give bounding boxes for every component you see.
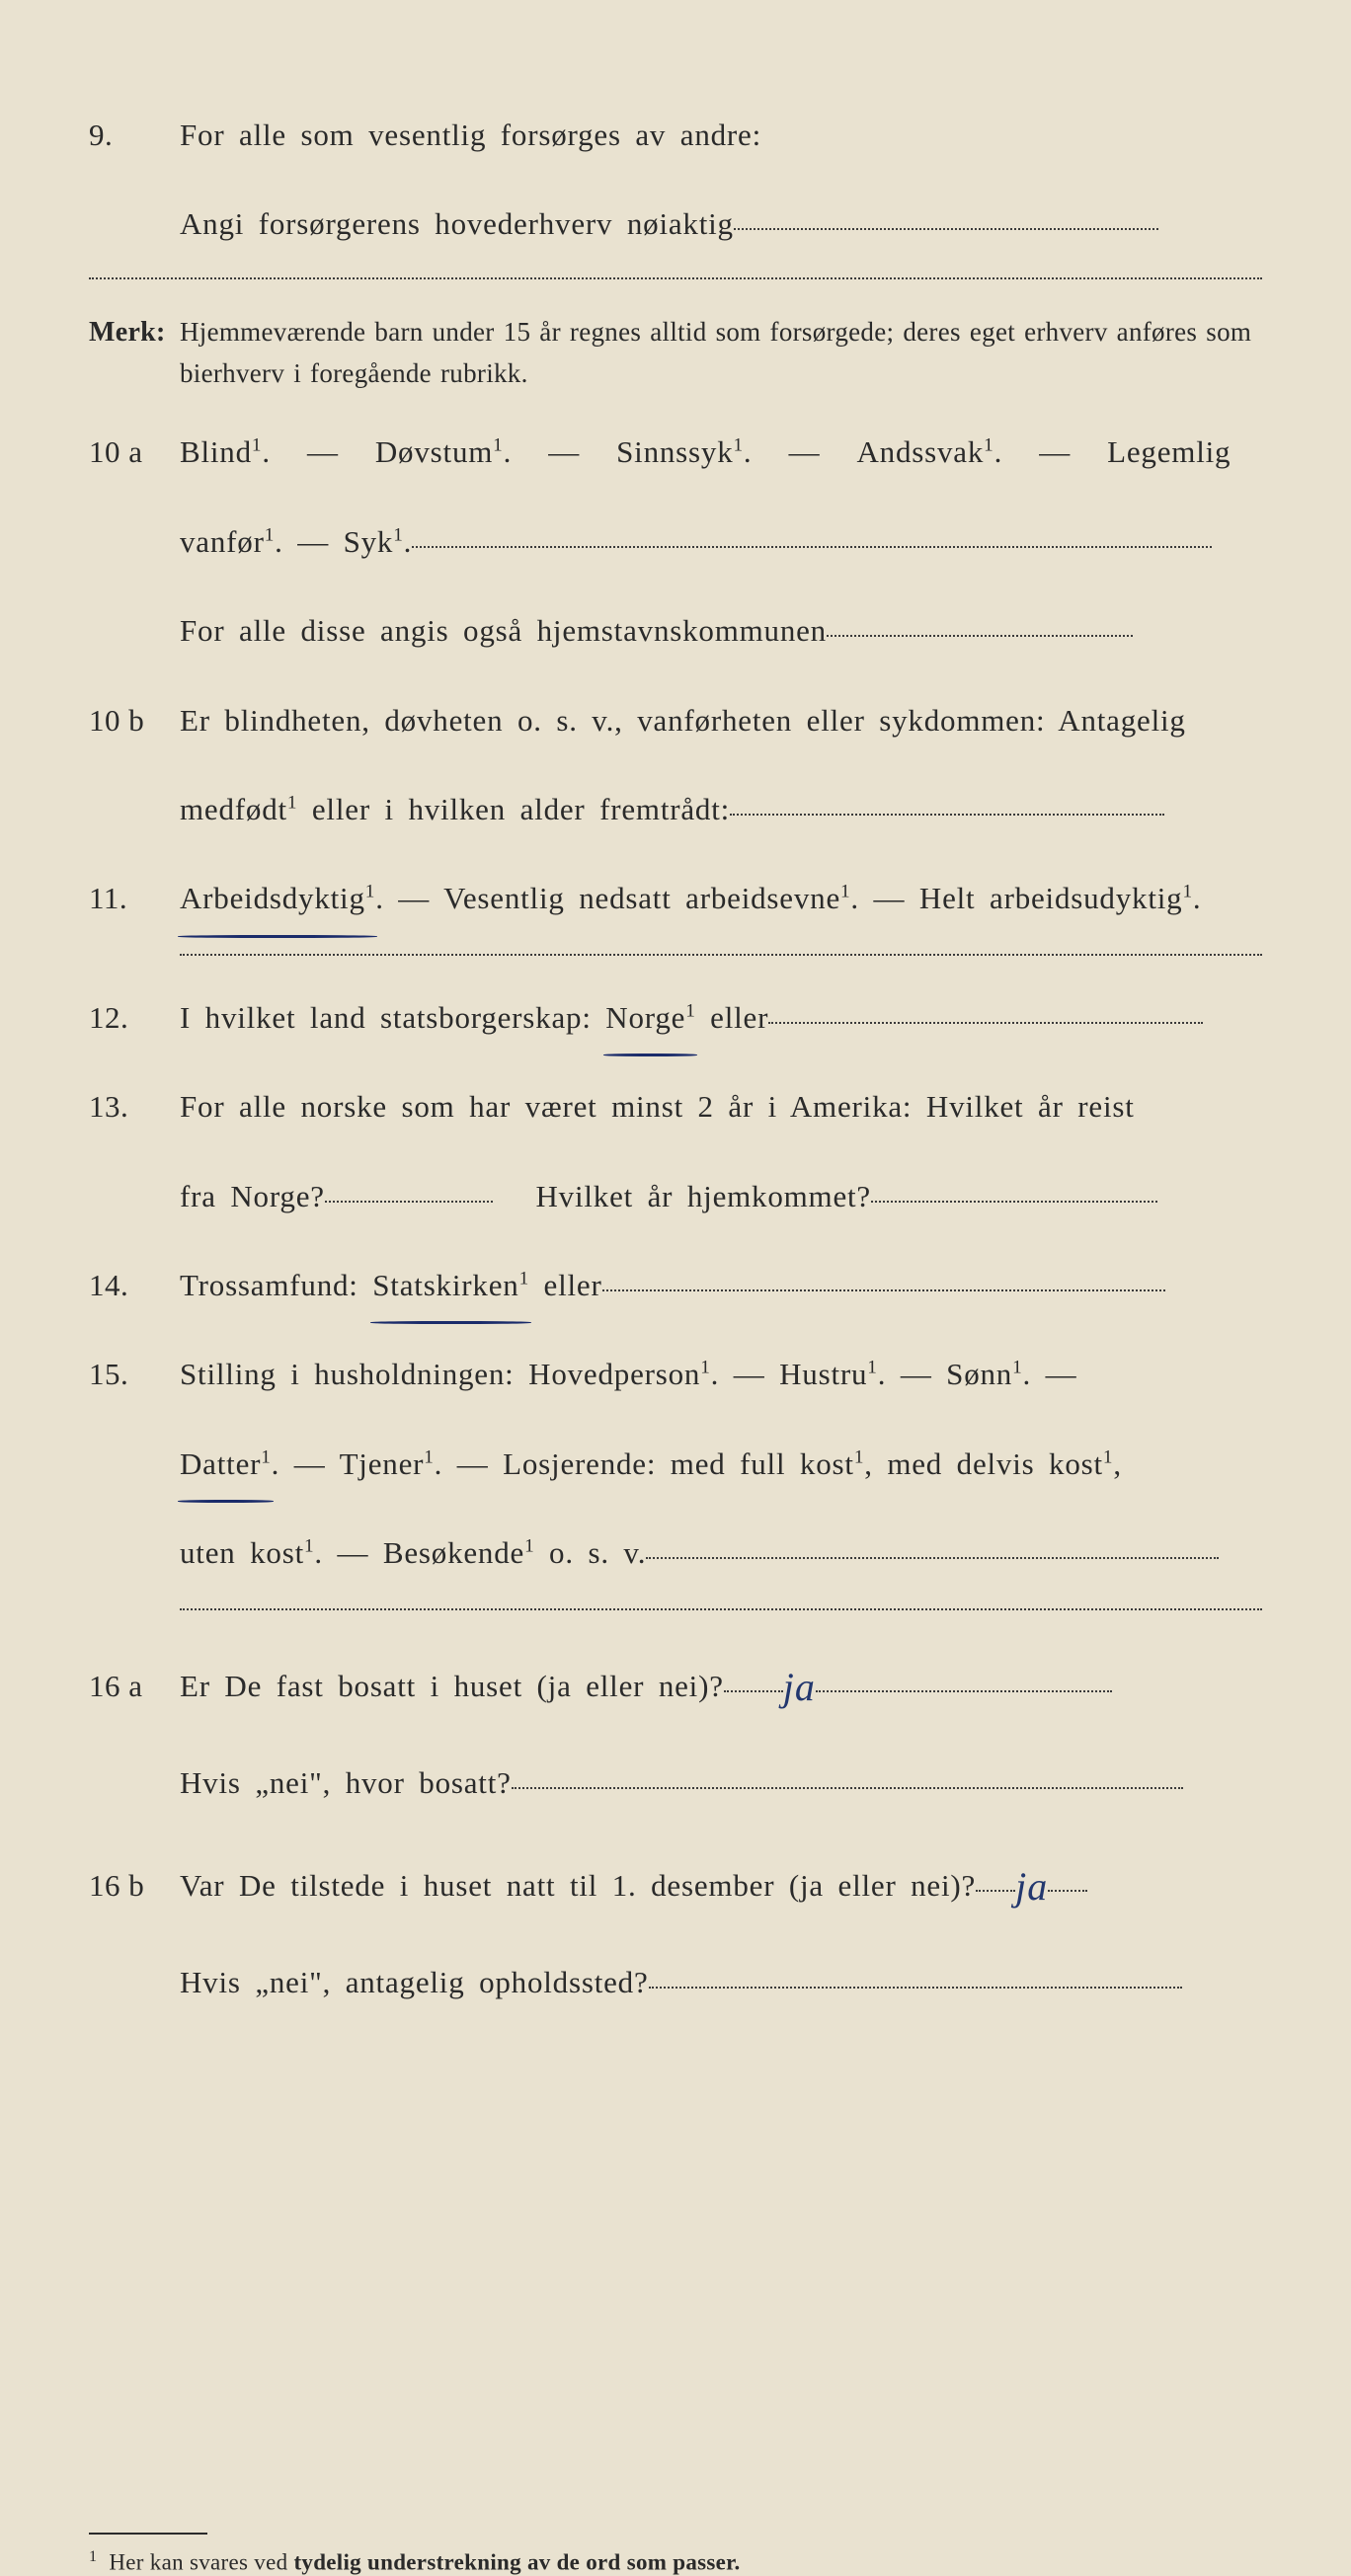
q9-line1: For alle som vesentlig forsørges av andr… — [180, 99, 1262, 172]
opt-legemlig-part1: Legemlig — [1107, 434, 1231, 469]
fill-line[interactable] — [734, 228, 1158, 230]
q16b-line2: Hvis „nei", antagelig opholdssted? — [89, 1946, 1262, 2019]
q16b-hvis: Hvis „nei", antagelig opholdssted? — [180, 1965, 649, 1999]
fill-line[interactable] — [602, 1289, 1165, 1291]
question-12: 12. I hvilket land statsborgerskap: Norg… — [89, 981, 1262, 1054]
q10a-content: Blind1. — Døvstum1. — Sinnssyk1. — Andss… — [180, 416, 1262, 489]
fill-line[interactable] — [325, 1201, 493, 1203]
q10a-hjemstavn: For alle disse angis også hjemstavnskomm… — [180, 613, 827, 648]
opt-helt-udyktig[interactable]: — Helt arbeidsudyktig — [859, 881, 1182, 915]
opt-besokende[interactable]: — Besøkende — [323, 1535, 524, 1570]
merk-label: Merk: — [89, 305, 180, 360]
q13-line2: fra Norge? Hvilket år hjemkommet? — [89, 1160, 1262, 1233]
q14-pre: Trossamfund: — [180, 1268, 372, 1302]
q12-pre: I hvilket land statsborgerskap: — [180, 1000, 605, 1035]
opt-dovstum[interactable]: Døvstum — [375, 434, 493, 469]
question-10b: 10 b Er blindheten, døvheten o. s. v., v… — [89, 684, 1262, 757]
question-16a: 16 a Er De fast bosatt i huset (ja eller… — [89, 1636, 1262, 1731]
fill-line[interactable] — [827, 635, 1133, 637]
separator — [89, 277, 1262, 279]
opt-hustru[interactable]: — Hustru — [719, 1357, 867, 1391]
q10a-line3: For alle disse angis også hjemstavnskomm… — [89, 594, 1262, 667]
q16b-answer: ja — [1015, 1864, 1048, 1909]
fill-line[interactable] — [816, 1690, 1112, 1692]
fill-line[interactable] — [412, 546, 1212, 548]
footnote: 1 Her kan svares ved tydelig understrekni… — [89, 2548, 1262, 2576]
q12-number: 12. — [89, 981, 180, 1054]
q9-number: 9. — [89, 99, 180, 172]
fill-line[interactable] — [649, 1987, 1182, 1989]
q15-line3: uten kost1. — Besøkende1 o. s. v. — [89, 1517, 1262, 1590]
opt-losjerende-delvis[interactable]: , med delvis kost — [864, 1446, 1103, 1481]
question-16b: 16 b Var De tilstede i huset natt til 1.… — [89, 1835, 1262, 1930]
question-15: 15. Stilling i husholdningen: Hovedperso… — [89, 1338, 1262, 1411]
question-9: 9. For alle som vesentlig forsørges av a… — [89, 99, 1262, 172]
question-11: 11. Arbeidsdyktig1. — Vesentlig nedsatt … — [89, 862, 1262, 935]
opt-arbeidsdyktig-selected[interactable]: Arbeidsdyktig1 — [180, 862, 375, 935]
q15-osv: o. s. v. — [535, 1535, 647, 1570]
q15-line2: Datter1. — Tjener1. — Losjerende: med fu… — [89, 1428, 1262, 1501]
q10b-line2: medfødt1 eller i hvilken alder fremtrådt… — [89, 773, 1262, 846]
q16b-number: 16 b — [89, 1849, 180, 1922]
q16a-answer: ja — [783, 1665, 816, 1709]
q15-pre: Stilling i husholdningen: Hovedperson — [180, 1357, 700, 1391]
q13-hjem: Hvilket år hjemkommet? — [535, 1179, 871, 1213]
opt-blind[interactable]: Blind — [180, 434, 252, 469]
opt-sinnssyk[interactable]: Sinnssyk — [616, 434, 733, 469]
opt-norge-selected[interactable]: Norge1 — [605, 981, 695, 1054]
merk-text: Hjemmeværende barn under 15 år regnes al… — [180, 312, 1262, 395]
q9-line2-text: Angi forsørgerens hovederhverv nøiaktig — [180, 206, 734, 241]
q10b-line1: Er blindheten, døvheten o. s. v., vanfør… — [180, 684, 1262, 757]
opt-nedsatt[interactable]: — Vesentlig nedsatt arbeidsevne — [384, 881, 840, 915]
opt-syk[interactable]: Syk — [344, 524, 394, 559]
q10a-number: 10 a — [89, 416, 180, 489]
q16a-hvis: Hvis „nei", hvor bosatt? — [180, 1765, 512, 1800]
footnote-marker: 1 — [89, 2548, 97, 2565]
q11-number: 11. — [89, 862, 180, 935]
q13-fra: fra Norge? — [180, 1179, 325, 1213]
opt-sonn[interactable]: — Sønn — [886, 1357, 1012, 1391]
fill-line[interactable] — [1048, 1890, 1087, 1892]
opt-uten-kost[interactable]: uten kost — [180, 1535, 304, 1570]
opt-datter-selected[interactable]: Datter1 — [180, 1428, 272, 1501]
footnote-rule — [89, 2533, 207, 2535]
question-14: 14. Trossamfund: Statskirken1 eller — [89, 1249, 1262, 1322]
q9-line2-row: Angi forsørgerens hovederhverv nøiaktig — [89, 188, 1262, 261]
separator — [180, 954, 1262, 956]
separator — [180, 1608, 1262, 1610]
q10a-line2: vanfør1. — Syk1. — [89, 506, 1262, 579]
q12-eller: eller — [696, 1000, 769, 1035]
q16a-number: 16 a — [89, 1650, 180, 1723]
q14-number: 14. — [89, 1249, 180, 1322]
question-13: 13. For alle norske som har været minst … — [89, 1070, 1262, 1143]
q15-number: 15. — [89, 1338, 180, 1411]
merk-row: Merk: Hjemmeværende barn under 15 år reg… — [89, 305, 1262, 395]
fill-line[interactable] — [768, 1022, 1203, 1024]
footnote-text: Her kan svares ved tydelig understreknin… — [109, 2550, 740, 2575]
opt-legemlig-vanfor[interactable]: vanfør — [180, 524, 265, 559]
q10b-eller: eller i hvilken alder fremtrådt: — [297, 792, 730, 826]
q14-eller: eller — [529, 1268, 602, 1302]
opt-andssvak[interactable]: Andssvak — [856, 434, 984, 469]
fill-line[interactable] — [724, 1690, 783, 1692]
fill-line[interactable] — [871, 1201, 1157, 1203]
question-10a: 10 a Blind1. — Døvstum1. — Sinnssyk1. — … — [89, 416, 1262, 489]
opt-statskirken-selected[interactable]: Statskirken1 — [372, 1249, 529, 1322]
fill-line[interactable] — [730, 814, 1164, 816]
opt-losjerende-full[interactable]: — Losjerende: med full kost — [442, 1446, 854, 1481]
census-form-page: 9. For alle som vesentlig forsørges av a… — [89, 99, 1262, 1963]
opt-tjener[interactable]: — Tjener — [279, 1446, 424, 1481]
q10b-number: 10 b — [89, 684, 180, 757]
q16a-text: Er De fast bosatt i huset (ja eller nei)… — [180, 1669, 724, 1703]
fill-line[interactable] — [976, 1890, 1015, 1892]
fill-line[interactable] — [512, 1787, 1183, 1789]
q16a-line2: Hvis „nei", hvor bosatt? — [89, 1747, 1262, 1820]
q13-number: 13. — [89, 1070, 180, 1143]
q13-line1: For alle norske som har været minst 2 år… — [180, 1070, 1262, 1143]
q9-line2: Angi forsørgerens hovederhverv nøiaktig — [180, 188, 1262, 261]
fill-line[interactable] — [646, 1557, 1219, 1559]
opt-medfodt[interactable]: medfødt — [180, 792, 287, 826]
q16b-text: Var De tilstede i huset natt til 1. dese… — [180, 1868, 976, 1903]
